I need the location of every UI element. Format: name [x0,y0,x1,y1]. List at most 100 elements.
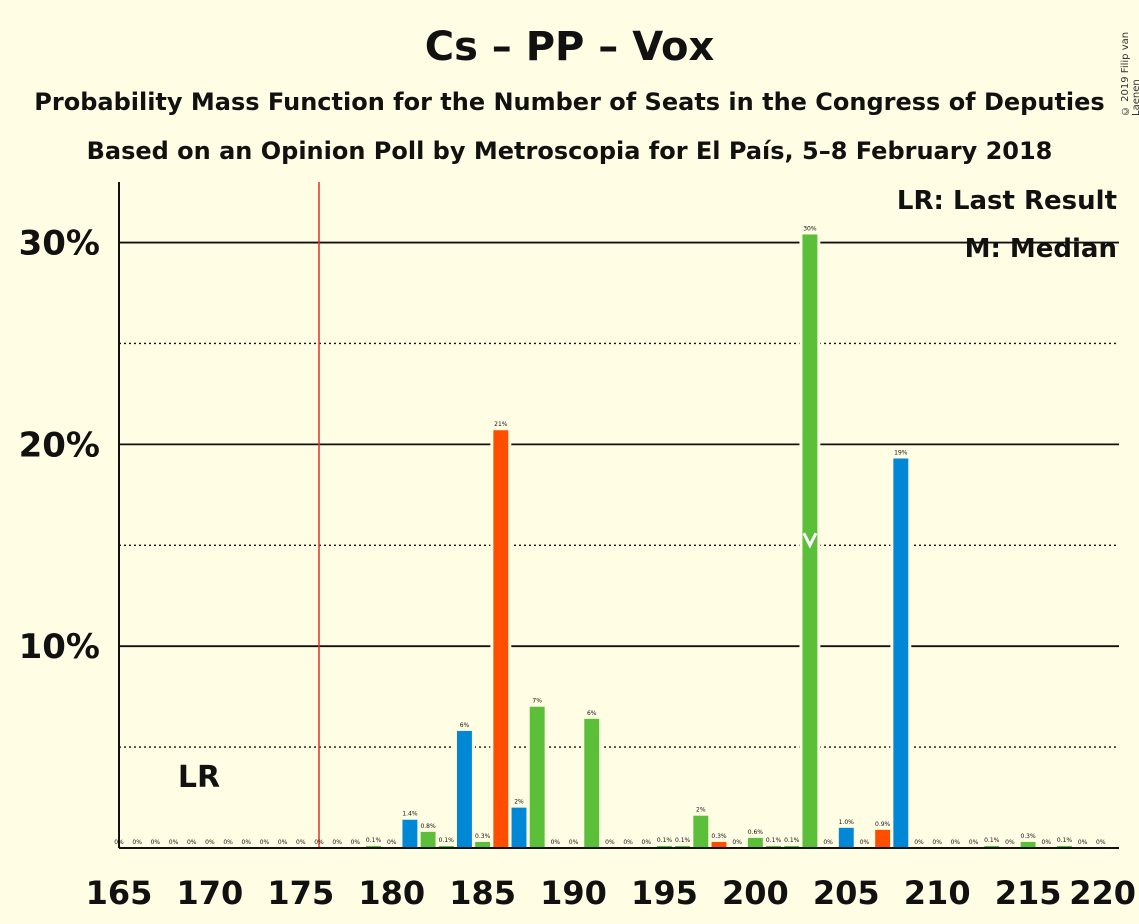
bar [493,430,509,848]
bar-value-label: 0.9% [875,821,891,828]
grid-lines [119,241,1119,748]
x-tick-label: 180 [358,874,425,912]
bar-value-label: 0% [1078,839,1088,846]
bar-value-label: 0% [860,839,870,846]
bar [1057,845,1072,848]
bar-value-label: 0% [169,839,179,846]
bar [511,807,527,848]
bar [584,718,600,848]
legend-last-result: LR: Last Result [897,186,1117,216]
x-tick-label: 200 [722,874,789,912]
legend-median: M: Median [965,234,1117,264]
bar [875,829,891,848]
bar-value-label: 0.1% [366,837,382,844]
bar-value-label: 0% [914,839,924,846]
bar-value-label: 0.1% [439,837,455,844]
bar-value-label: 0.1% [784,837,800,844]
bar-value-label: 0% [642,839,652,846]
bar [475,841,491,848]
labels: 0% 0% 0% 0% 0% 0% 0% 0% 0% 0% 0% 0% 0% 0% 0.1% 0%1.4%0.… [19,186,1136,912]
y-tick-label: 10% [19,627,100,667]
bar [366,845,381,848]
x-tick-label: 190 [540,874,607,912]
bar [438,845,454,848]
x-tick-label: 215 [995,874,1062,912]
bar [747,837,763,848]
bar-value-label: 0.1% [657,837,673,844]
bar [711,841,727,848]
bar-value-label: 2% [696,807,706,814]
bar [529,706,545,848]
chart-subtitle-1: Probability Mass Function for the Number… [34,88,1105,116]
lr-marker-label: LR [178,760,220,795]
bar-value-label: 2% [514,799,524,806]
bar [838,827,854,848]
bar [984,845,1000,848]
bar-value-label: 0% [314,839,324,846]
bar [657,845,672,848]
bar-value-label: 0% [1005,839,1015,846]
bar-value-label: 0% [223,839,233,846]
bar-value-label: 0.6% [748,829,764,836]
bar [802,234,818,849]
bar [675,845,691,848]
bar-value-label: 0% [187,839,197,846]
bar [893,458,909,848]
bar-value-label: 0% [1096,839,1106,846]
chart-title: Cs – PP – Vox [424,24,715,70]
bar-value-label: 1.4% [402,811,418,818]
bar-value-label: 30% [803,225,817,232]
bar-value-label: 0% [242,839,252,846]
bar [402,819,418,848]
bar-value-label: 0% [951,839,961,846]
bar-value-label: 0.3% [1020,833,1036,840]
x-tick-label: 220 [1069,874,1136,912]
bar-value-label: 0.8% [420,823,436,830]
bar-value-label: 0% [932,839,942,846]
x-tick-label: 195 [631,874,698,912]
bar [784,845,800,848]
axes [118,182,1119,849]
bar-value-label: 0% [605,839,615,846]
bar-value-label: 0% [151,839,161,846]
median-marker [802,532,818,549]
overlay [318,182,818,848]
bar [766,845,781,848]
bar-value-label: 19% [894,449,908,456]
bar-value-label: 0% [969,839,979,846]
x-tick-label: 170 [177,874,244,912]
x-tick-label: 185 [449,874,516,912]
bar-value-label: 0.1% [675,837,691,844]
bar-value-label: 0.1% [984,837,1000,844]
bar-value-label: 6% [587,710,597,717]
x-tick-label: 175 [267,874,334,912]
bar-value-label: 0% [132,839,142,846]
bar [420,831,436,848]
bar-value-label: 0% [278,839,288,846]
bar-value-label: 0% [387,839,397,846]
bar-value-label: 0% [332,839,342,846]
y-tick-label: 30% [19,224,100,264]
bar-value-label: 7% [532,698,542,705]
bar-value-label: 0% [1042,839,1052,846]
bar-value-label: 0% [551,839,561,846]
bar [693,815,709,848]
y-tick-label: 20% [19,425,100,465]
bar-value-label: 0.1% [766,837,782,844]
bar-value-label: 0% [114,839,124,846]
bar-value-label: 0.1% [1057,837,1073,844]
bar-value-label: 0% [623,839,633,846]
bar [1020,841,1036,848]
bar-value-label: 0% [296,839,306,846]
bar [457,730,472,848]
bar-value-label: 21% [494,421,508,428]
bar-value-label: 0% [260,839,270,846]
bar-value-label: 0% [205,839,215,846]
bar-value-label: 6% [460,722,470,729]
x-tick-label: 210 [904,874,971,912]
bar-value-label: 0% [351,839,361,846]
bar-value-label: 0.3% [475,833,491,840]
x-tick-label: 165 [86,874,153,912]
bar-value-label: 0.3% [711,833,727,840]
